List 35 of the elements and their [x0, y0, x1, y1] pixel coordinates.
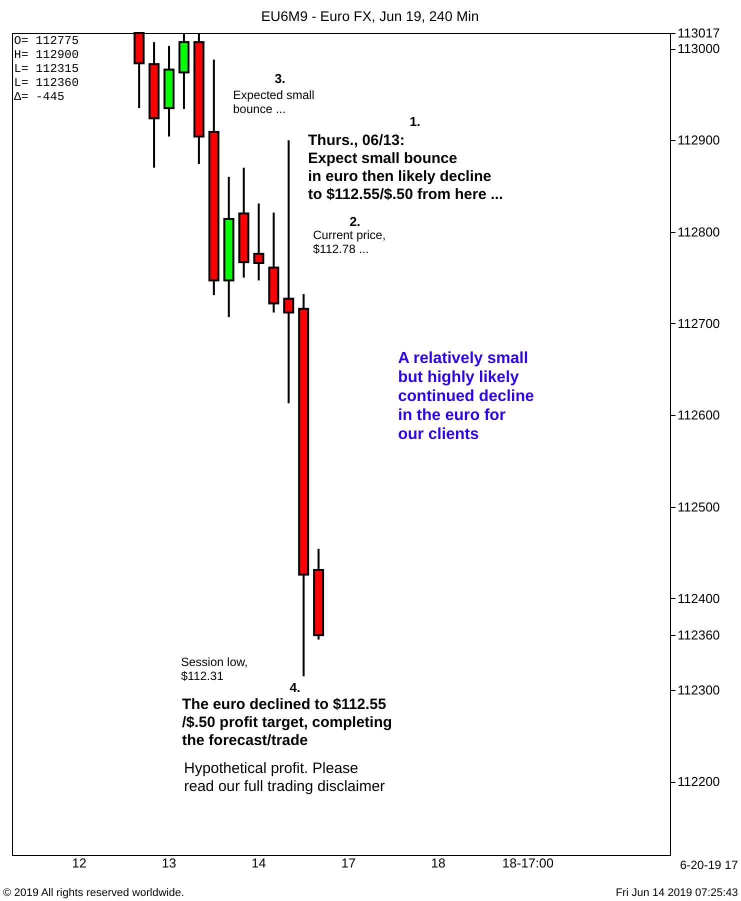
annotation: Expected small bounce ... [233, 88, 314, 116]
annotation: Thurs., 06/13: Expect small bounce in euro then likely decline to $112.55/$.50 from here ... [308, 132, 504, 203]
x-tick-label: 14 [252, 856, 266, 870]
y-tick-label: 112200 [678, 774, 720, 790]
y-tick-label: 112800 [678, 224, 720, 240]
x-tick-label: 13 [162, 856, 176, 870]
annotation: 2. [350, 214, 360, 229]
y-tick-label: 113017 [678, 26, 720, 40]
annotation: Session low, $112.31 [181, 655, 248, 683]
text: 6-20-19 17 [680, 858, 738, 872]
y-tick-label: 112360 [678, 628, 720, 643]
x-tick-label: 12 [72, 856, 87, 870]
x-tick-label: 18-17:00 [502, 856, 554, 870]
candlestick [253, 202, 264, 282]
annotation: 1. [410, 114, 420, 129]
annotation: 3. [274, 71, 286, 86]
y-tick-label: 112700 [678, 316, 720, 331]
annotation: 4. [290, 680, 300, 695]
annotation: A relatively small but highly likely continued decline in the euro for our clients [398, 350, 534, 443]
annotation: O= 112775 H= 112900 L= 112315 L= 112360 Δ= -445 [14, 34, 79, 104]
y-tick-label: 112300 [678, 682, 720, 698]
x-tick-label: 17 [341, 856, 356, 870]
x-tick-label: 18 [430, 856, 446, 870]
text: Fri Jun 14 2019 07:25:43 [616, 887, 738, 899]
y-tick-label: 112400 [678, 590, 720, 606]
candlestick [283, 139, 294, 404]
chart-title: EU6M9 - Euro FX, Jun 19, 240 Min [261, 8, 479, 24]
annotation: Current price, $112.78 ... [313, 228, 386, 256]
y-tick-label: 112500 [678, 499, 720, 514]
annotation: Hypothetical profit. Please read our full trading disclaimer [184, 760, 385, 795]
annotation: The euro declined to $112.55 /$.50 profit target, completing the forecast/trade [182, 696, 392, 749]
y-tick-label: 112600 [678, 408, 720, 423]
y-tick-label: 112900 [678, 132, 720, 148]
text: © 2019 All rights reserved worldwide. [3, 887, 184, 899]
y-tick-label: 113000 [678, 41, 720, 56]
